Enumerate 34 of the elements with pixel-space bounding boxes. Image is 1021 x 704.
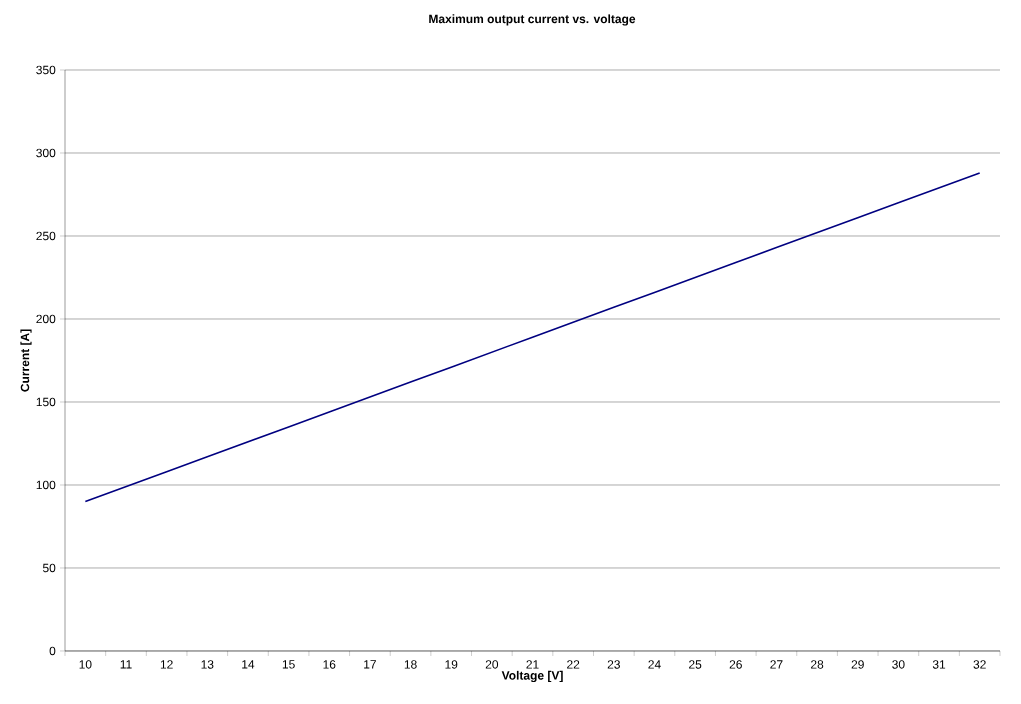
x-tick-label: 15 bbox=[282, 660, 295, 669]
x-tick-label: 14 bbox=[242, 660, 255, 669]
x-tick-label: 32 bbox=[973, 660, 986, 669]
x-tick-label: 11 bbox=[120, 660, 132, 669]
x-tick-label: 28 bbox=[811, 660, 824, 669]
x-tick-label: 21 bbox=[526, 660, 539, 669]
y-tick-label: 200 bbox=[36, 314, 56, 324]
x-tick-label: 26 bbox=[729, 660, 742, 669]
x-tick-label: 25 bbox=[689, 660, 702, 669]
x-tick-label: 16 bbox=[323, 660, 336, 669]
x-tick-label: 18 bbox=[404, 660, 417, 669]
y-tick-label: 150 bbox=[36, 397, 56, 407]
x-tick-label: 27 bbox=[770, 660, 783, 669]
y-tick-label: 100 bbox=[36, 480, 56, 490]
y-tick-label: 0 bbox=[49, 646, 56, 656]
x-tick-label: 19 bbox=[445, 660, 458, 669]
chart-title: Maximum output current vs. voltage bbox=[429, 14, 636, 26]
y-axis-title: Current [A] bbox=[20, 329, 32, 392]
y-tick-label: 50 bbox=[42, 563, 56, 573]
x-tick-label: 12 bbox=[160, 660, 173, 669]
x-axis-title: Voltage [V] bbox=[501, 670, 563, 683]
x-tick-label: 31 bbox=[932, 660, 946, 669]
x-tick-label: 17 bbox=[364, 660, 376, 669]
x-tick-label: 13 bbox=[201, 660, 214, 669]
y-tick-label: 300 bbox=[36, 148, 56, 158]
x-tick-label: 29 bbox=[851, 660, 864, 669]
x-tick-label: 20 bbox=[485, 660, 499, 669]
x-tick-label: 22 bbox=[567, 660, 580, 669]
x-tick-label: 23 bbox=[607, 660, 620, 669]
y-tick-label: 350 bbox=[36, 65, 56, 75]
x-tick-label: 24 bbox=[648, 660, 661, 669]
x-tick-label: 30 bbox=[892, 660, 905, 669]
y-tick-label: 250 bbox=[36, 231, 56, 241]
x-tick-label: 10 bbox=[79, 660, 92, 669]
